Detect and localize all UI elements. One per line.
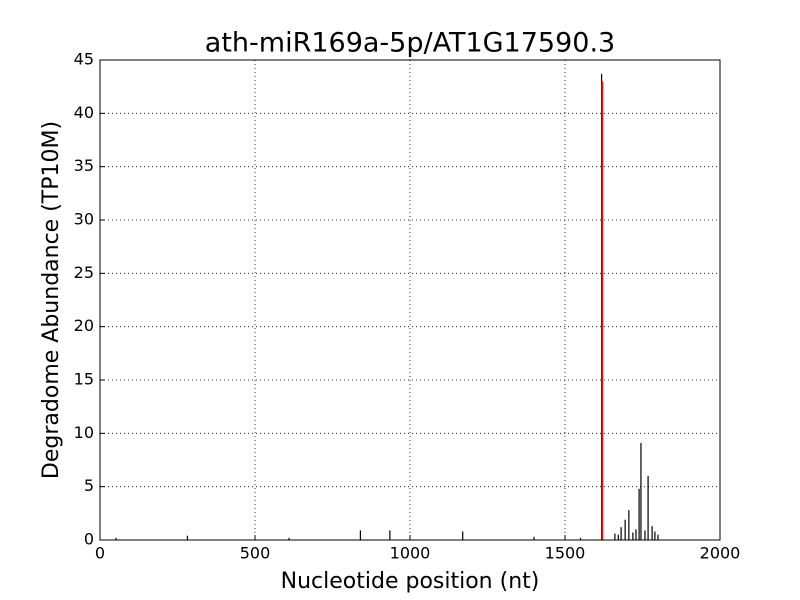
y-tick-label: 15 xyxy=(74,370,94,389)
y-tick-label: 40 xyxy=(74,103,94,122)
x-axis-label: Nucleotide position (nt) xyxy=(281,569,540,594)
x-tick-label: 500 xyxy=(240,544,271,563)
x-tick-label: 1500 xyxy=(545,544,586,563)
y-tick-label: 45 xyxy=(74,50,94,69)
plot-frame xyxy=(99,59,721,541)
y-axis-label: Degradome Abundance (TP10M) xyxy=(39,121,64,479)
y-tick-label: 0 xyxy=(84,530,94,549)
y-tick-label: 20 xyxy=(74,316,94,335)
y-tick-label: 5 xyxy=(84,476,94,495)
y-tick-label: 10 xyxy=(74,423,94,442)
y-tick-label: 25 xyxy=(74,263,94,282)
y-tick-label: 30 xyxy=(74,210,94,229)
x-tick-label: 1000 xyxy=(390,544,431,563)
chart-title: ath-miR169a-5p/AT1G17590.3 xyxy=(205,28,615,59)
x-tick-label: 2000 xyxy=(700,544,741,563)
y-tick-label: 35 xyxy=(74,156,94,175)
x-tick-label: 0 xyxy=(95,544,105,563)
